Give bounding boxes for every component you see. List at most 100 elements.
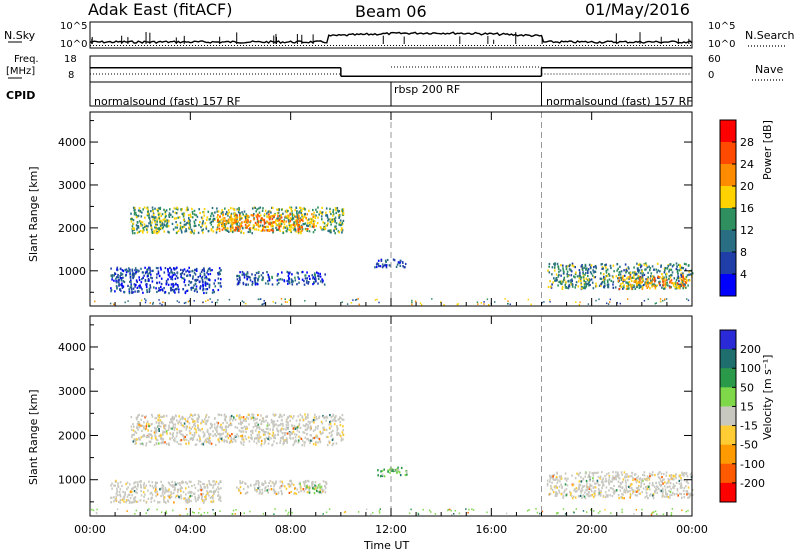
velocity-cell [213, 423, 216, 426]
power-cell [152, 212, 155, 215]
velocity-cell [312, 419, 315, 422]
power-cell [604, 264, 606, 267]
velocity-cell [627, 490, 629, 493]
power-cell [281, 219, 283, 223]
velocity-cell [173, 483, 176, 486]
power-cell [685, 286, 687, 289]
power-cell [299, 217, 302, 220]
velocity-cell [135, 431, 138, 434]
velocity-cell [164, 487, 167, 490]
power-cell [631, 286, 633, 289]
power-cell [178, 288, 180, 291]
power-cell [201, 222, 204, 225]
velocity-cell [265, 415, 267, 418]
cpid-label: CPID [6, 89, 36, 102]
power-cell [142, 291, 144, 294]
power-cell [136, 280, 138, 283]
power-cell [225, 213, 227, 216]
power-cell [287, 219, 290, 222]
power-cell [306, 271, 308, 274]
power-cell [232, 229, 235, 232]
power-cell [136, 231, 139, 234]
power-cell [384, 263, 386, 266]
power-cell [149, 266, 151, 269]
power-cell [637, 271, 640, 274]
velocity-cell [129, 500, 131, 503]
velocity-cell [180, 421, 182, 425]
power-cell [666, 272, 668, 275]
power-cell [229, 221, 231, 224]
power-cell [342, 210, 344, 213]
power-cell [548, 265, 550, 268]
velocity-cell [614, 475, 617, 478]
velocity-cell [243, 418, 245, 421]
velocity-cell [141, 429, 143, 432]
velocity-ground-cell [193, 512, 195, 514]
velocity-cell [179, 439, 182, 442]
velocity-cell [271, 420, 274, 423]
power-cell [294, 279, 297, 282]
power-cell [195, 269, 198, 272]
velocity-cell [173, 428, 176, 432]
power-cell [310, 220, 312, 223]
velocity-cell [154, 417, 157, 420]
power-cell [181, 212, 184, 215]
power-cell [581, 265, 584, 268]
velocity-cell [163, 426, 166, 429]
power-cell [153, 213, 155, 216]
power-cell [129, 268, 131, 271]
velocity-cell [617, 471, 619, 474]
velocity-cell [208, 432, 210, 435]
power-cell [242, 232, 245, 235]
power-cell [199, 272, 202, 275]
velocity-cell [236, 414, 238, 417]
velocity-cell [263, 420, 265, 423]
velocity-cell [295, 426, 298, 429]
velocity-cell [143, 421, 145, 424]
power-cell [646, 266, 649, 269]
power-cell [224, 223, 226, 226]
velocity-cell [190, 427, 192, 431]
velocity-cell [572, 484, 574, 487]
velocity-cell [307, 420, 310, 423]
velocity-cell [110, 496, 112, 499]
power-cell [663, 278, 666, 281]
power-cell [687, 264, 690, 267]
power-cell [135, 224, 138, 227]
power-cell [620, 283, 622, 286]
velocity-cell [129, 490, 132, 493]
power-cell [117, 273, 119, 277]
power-cell [337, 214, 340, 217]
velocity-cell [555, 484, 557, 487]
power-cell [135, 270, 137, 273]
power-cell [202, 285, 204, 288]
velocity-cell [643, 471, 646, 474]
power-cell [175, 221, 177, 224]
power-cell [193, 232, 195, 235]
power-cell [157, 210, 159, 213]
power-cell [199, 211, 201, 215]
velocity-cell [219, 434, 221, 437]
power-cell [261, 224, 264, 227]
velocity-cell [556, 472, 558, 475]
velocity-cell [145, 444, 147, 447]
velocity-cell [229, 415, 232, 418]
power-cell [291, 224, 293, 227]
velocity-cell [552, 478, 554, 481]
velocity-cell [261, 483, 263, 486]
power-cell [160, 227, 162, 230]
power-cell [299, 206, 301, 209]
power-cell [298, 211, 300, 214]
power-cell [662, 283, 665, 286]
velocity-cell [574, 488, 576, 491]
velocity-cell [155, 442, 158, 445]
velocity-cell [158, 416, 160, 419]
power-cell [254, 274, 257, 277]
power-cell [255, 214, 257, 217]
power-cell [629, 285, 632, 288]
power-cell [560, 274, 562, 277]
power-cell [156, 220, 158, 223]
power-cell [237, 226, 240, 229]
power-ground-cell [304, 300, 306, 302]
velocity-cell [588, 473, 590, 476]
